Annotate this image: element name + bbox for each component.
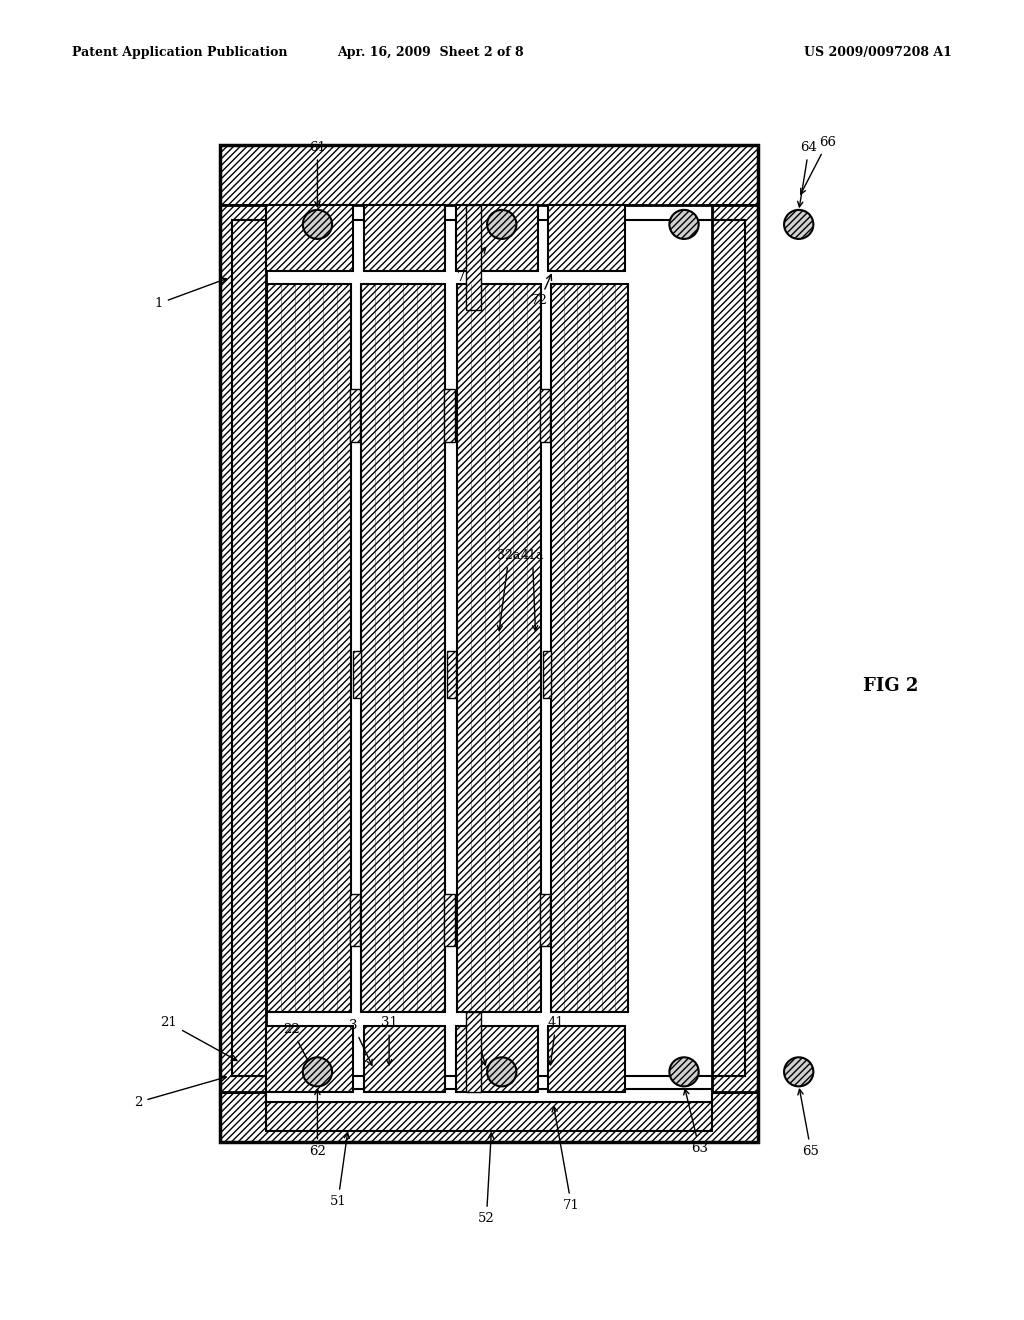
Bar <box>456 1026 538 1092</box>
Bar <box>266 1026 353 1092</box>
Text: 61: 61 <box>309 141 326 207</box>
Ellipse shape <box>303 1057 332 1086</box>
Text: 65: 65 <box>798 1089 819 1158</box>
Bar <box>364 205 445 271</box>
Bar <box>220 145 758 205</box>
Bar <box>266 205 353 271</box>
Text: 66: 66 <box>801 136 836 194</box>
Bar <box>457 284 541 1012</box>
Bar <box>220 145 758 1142</box>
Text: US 2009/0097208 A1: US 2009/0097208 A1 <box>805 46 952 59</box>
Bar <box>232 220 745 1076</box>
Text: 1: 1 <box>155 279 226 310</box>
Text: Apr. 16, 2009  Sheet 2 of 8: Apr. 16, 2009 Sheet 2 of 8 <box>337 46 523 59</box>
Text: 63: 63 <box>684 1089 708 1155</box>
Text: 41: 41 <box>548 1016 564 1065</box>
Bar <box>350 894 360 946</box>
Text: FIG 2: FIG 2 <box>863 677 919 696</box>
Ellipse shape <box>487 210 516 239</box>
Text: 51: 51 <box>330 1133 349 1208</box>
Text: 2: 2 <box>134 1076 226 1109</box>
Bar <box>543 652 551 697</box>
Text: 72: 72 <box>531 275 552 308</box>
Bar <box>456 205 538 271</box>
Text: 62: 62 <box>309 1089 326 1158</box>
Text: 41a: 41a <box>521 549 544 631</box>
Text: 32a: 32a <box>498 549 520 631</box>
Ellipse shape <box>487 1057 516 1086</box>
Bar <box>447 652 456 697</box>
Bar <box>540 894 550 946</box>
Text: 32: 32 <box>466 1016 486 1065</box>
Bar <box>266 1102 712 1131</box>
Ellipse shape <box>670 210 698 239</box>
Text: 21: 21 <box>161 1016 237 1060</box>
Bar <box>712 205 758 1092</box>
Bar <box>540 389 550 442</box>
Bar <box>364 1026 445 1092</box>
Bar <box>548 205 625 271</box>
Ellipse shape <box>784 1057 813 1086</box>
Bar <box>466 205 481 310</box>
Bar <box>350 389 360 442</box>
Ellipse shape <box>670 1057 698 1086</box>
Bar <box>220 205 266 1092</box>
Text: 64: 64 <box>798 141 817 207</box>
Text: 71: 71 <box>552 1106 580 1212</box>
Text: 7: 7 <box>457 248 485 284</box>
Bar <box>361 284 445 1012</box>
Bar <box>551 284 628 1012</box>
Bar <box>353 652 361 697</box>
Text: 31: 31 <box>381 1016 397 1065</box>
Bar <box>444 894 455 946</box>
Bar <box>548 1026 625 1092</box>
Bar <box>220 1092 758 1142</box>
Bar <box>444 389 455 442</box>
Bar <box>466 1012 481 1092</box>
Ellipse shape <box>784 210 813 239</box>
Text: 52: 52 <box>478 1133 495 1225</box>
Bar <box>266 1089 712 1102</box>
Ellipse shape <box>303 210 332 239</box>
Text: 3: 3 <box>349 1019 372 1065</box>
Bar <box>267 284 351 1012</box>
Text: 22: 22 <box>284 1023 310 1065</box>
Text: Patent Application Publication: Patent Application Publication <box>72 46 287 59</box>
